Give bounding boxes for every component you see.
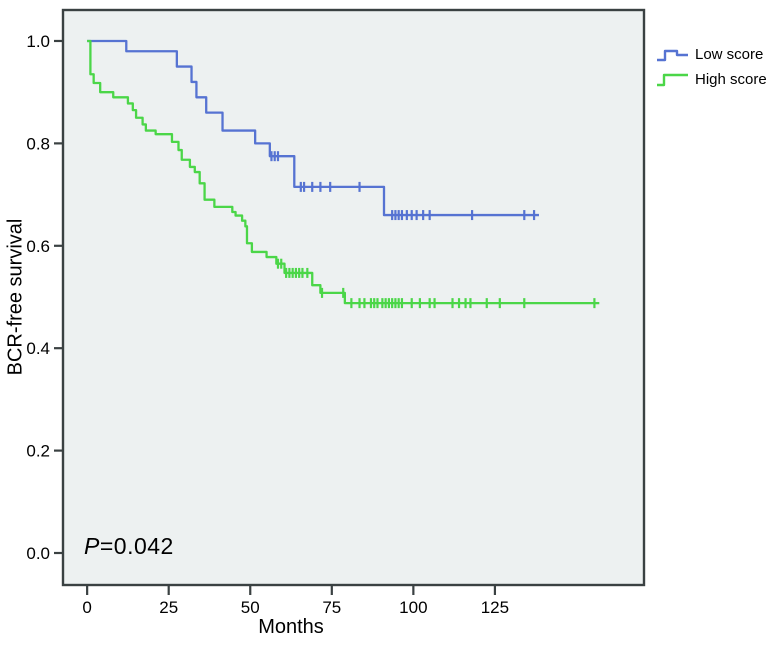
- y-tick-label: 1.0: [26, 32, 50, 51]
- low-score-line-icon: [657, 49, 688, 61]
- legend-label-high-score: High score: [695, 71, 767, 88]
- legend-label-low-score: Low score: [695, 46, 764, 63]
- x-tick-label: 50: [241, 598, 260, 617]
- p-value-annotation: P=0.042: [84, 533, 174, 560]
- x-tick-label: 25: [159, 598, 178, 617]
- x-tick-label: 125: [481, 598, 509, 617]
- survival-curve-low-score: [87, 39, 539, 217]
- y-tick-label: 0.6: [26, 237, 50, 256]
- x-tick-label: 0: [82, 598, 91, 617]
- survival-curve-high-score: [87, 39, 600, 305]
- high-score-line-icon: [657, 73, 688, 86]
- y-tick-label: 0.4: [26, 339, 50, 358]
- x-axis-label: Months: [258, 616, 324, 638]
- legend-item-high-score: High score: [656, 71, 767, 89]
- legend-item-low-score: Low score: [656, 46, 767, 64]
- x-tick-label: 100: [399, 598, 427, 617]
- y-tick-label: 0.0: [26, 544, 50, 563]
- p-value-symbol: P: [84, 533, 100, 559]
- y-axis-label: BCR-free survival: [4, 218, 27, 376]
- p-value-number: =0.042: [99, 533, 174, 559]
- legend: Low score High score: [656, 46, 767, 89]
- plot-area: [61, 8, 646, 587]
- y-tick-label: 0.2: [26, 442, 50, 461]
- y-tick-label: 0.8: [26, 134, 50, 153]
- x-tick-label: 75: [322, 598, 341, 617]
